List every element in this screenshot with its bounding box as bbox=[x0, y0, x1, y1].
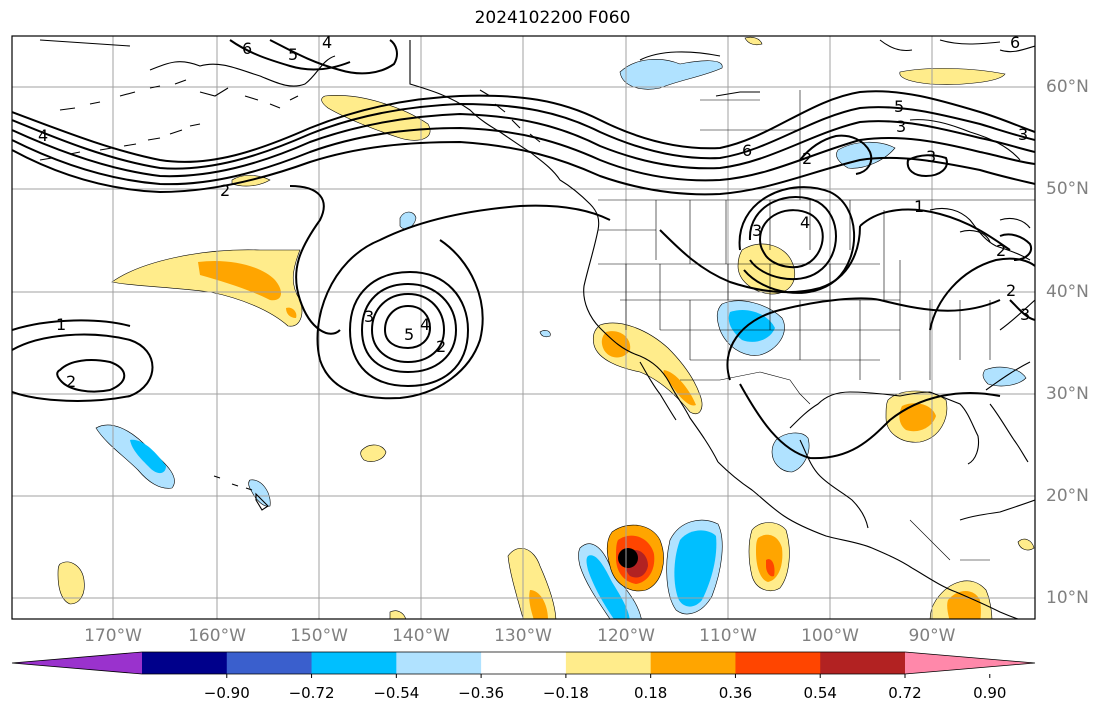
colorbar-swatch bbox=[142, 652, 228, 674]
plot-border bbox=[11, 35, 1036, 620]
contour-label: 1 bbox=[56, 315, 66, 334]
colorbar-tick-label: 0.72 bbox=[888, 684, 922, 702]
contour-label: 6 bbox=[742, 141, 752, 160]
colorbar-outline bbox=[11, 651, 1036, 675]
lon-label: 140°W bbox=[392, 626, 450, 646]
contour-label: 2 bbox=[1006, 281, 1016, 300]
colorbar-tick-label: 0.90 bbox=[973, 684, 1007, 702]
contour-label: 2 bbox=[436, 337, 446, 356]
lat-label: 50°N bbox=[1046, 179, 1089, 199]
colorbar-tick-label: −0.18 bbox=[542, 684, 589, 702]
contour-label: 4 bbox=[38, 126, 48, 145]
contour-label: 2 bbox=[802, 149, 812, 168]
contour-label: 3 bbox=[896, 117, 906, 136]
colorbar-tick-label: −0.72 bbox=[288, 684, 335, 702]
colorbar-tick-label: 0.36 bbox=[718, 684, 753, 702]
contour-label: 2 bbox=[66, 372, 76, 391]
graticule bbox=[12, 36, 1035, 619]
contour-label: 4 bbox=[420, 315, 430, 334]
contour-label: 5 bbox=[288, 45, 298, 64]
lon-label: 130°W bbox=[494, 626, 552, 646]
lat-label: 10°N bbox=[1046, 588, 1089, 608]
colorbar-swatch bbox=[481, 652, 567, 674]
contour-label: 3 bbox=[752, 221, 762, 240]
contour-lines bbox=[12, 39, 1035, 460]
contour-label: 3 bbox=[926, 147, 936, 166]
map-title: 2024102200 F060 bbox=[474, 8, 631, 28]
lon-label: 170°W bbox=[84, 626, 142, 646]
colorbar-swatch bbox=[311, 652, 397, 674]
colorbar-swatch bbox=[226, 652, 313, 674]
contour-label: 3 bbox=[364, 307, 374, 326]
contour-label: 5 bbox=[404, 325, 414, 344]
lon-label: 100°W bbox=[801, 626, 859, 646]
lat-label: 60°N bbox=[1046, 77, 1089, 97]
colorbar-swatch bbox=[650, 652, 736, 674]
contour-label: 4 bbox=[322, 33, 332, 52]
lon-label: 120°W bbox=[597, 626, 655, 646]
contour-label: 2 bbox=[220, 181, 230, 200]
colorbar-tick-label: −0.90 bbox=[203, 684, 250, 702]
colorbar bbox=[11, 651, 1036, 678]
contour-label: 2 bbox=[996, 241, 1006, 260]
contour-label: 1 bbox=[914, 197, 924, 216]
lat-label: 20°N bbox=[1046, 486, 1089, 506]
contour-label: 3 bbox=[1018, 125, 1028, 144]
contour-labels: 6 5 4 4 2 5 3 3 6 3 2 4 3 1 3 5 4 2 1 2 … bbox=[38, 33, 1030, 391]
lat-label: 40°N bbox=[1046, 282, 1089, 302]
colorbar-swatch bbox=[820, 652, 906, 674]
colorbar-extend-max bbox=[905, 652, 1035, 674]
colorbar-extend-min bbox=[12, 652, 142, 674]
colorbar-swatch bbox=[565, 652, 652, 674]
contour-label: 5 bbox=[894, 97, 904, 116]
contour-label: 6 bbox=[242, 39, 252, 58]
lon-label: 150°W bbox=[290, 626, 348, 646]
contour-label: 4 bbox=[800, 213, 810, 232]
lon-label: 110°W bbox=[699, 626, 757, 646]
colorbar-tick-label: −0.36 bbox=[458, 684, 505, 702]
lon-label: 160°W bbox=[188, 626, 246, 646]
contour-label: 6 bbox=[1010, 33, 1020, 52]
colorbar-tick-label: −0.54 bbox=[373, 684, 420, 702]
contour-label: 3 bbox=[1020, 305, 1030, 324]
colorbar-swatch bbox=[396, 652, 482, 674]
coastlines bbox=[39, 39, 1035, 619]
lat-label: 30°N bbox=[1046, 384, 1089, 404]
colorbar-swatch bbox=[735, 652, 821, 674]
lon-label: 90°W bbox=[908, 626, 956, 646]
colorbar-tick-label: 0.18 bbox=[633, 684, 668, 702]
political-borders bbox=[598, 90, 1035, 561]
colorbar-tick-label: 0.54 bbox=[803, 684, 837, 702]
